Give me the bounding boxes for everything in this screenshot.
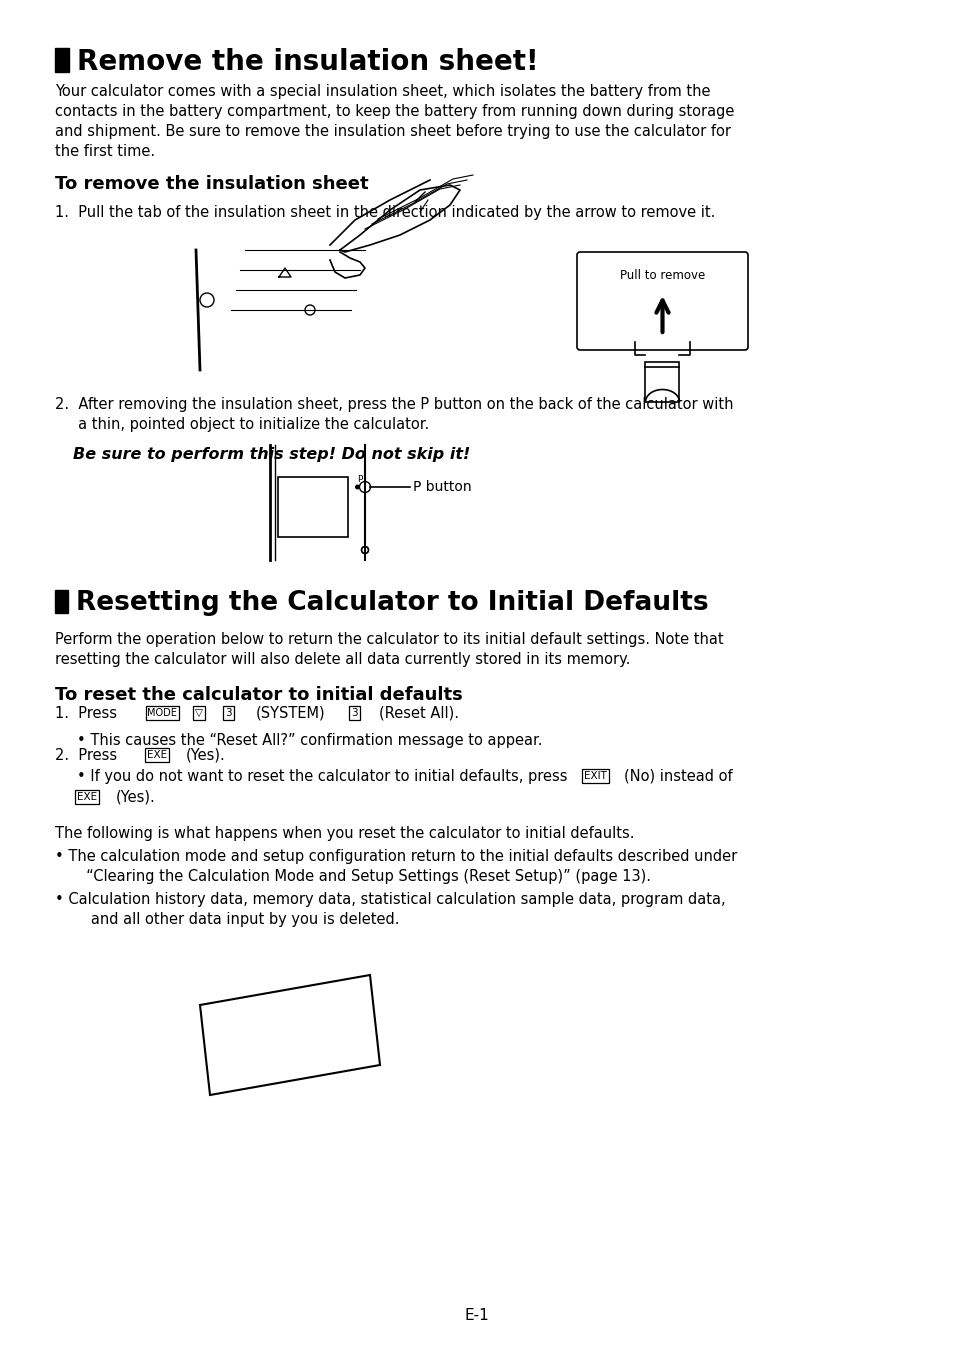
Text: Perform the operation below to return the calculator to its initial default sett: Perform the operation below to return th… <box>55 632 723 647</box>
Text: and shipment. Be sure to remove the insulation sheet before trying to use the ca: and shipment. Be sure to remove the insu… <box>55 124 731 139</box>
Text: • If you do not want to reset the calculator to initial defaults, press: • If you do not want to reset the calcul… <box>77 768 572 784</box>
Bar <box>55 48 69 73</box>
Text: To remove the insulation sheet: To remove the insulation sheet <box>55 175 369 192</box>
Text: (No) instead of: (No) instead of <box>623 768 732 784</box>
Text: 3: 3 <box>351 707 357 718</box>
Text: 1.  Pull the tab of the insulation sheet in the direction indicated by the arrow: 1. Pull the tab of the insulation sheet … <box>55 204 715 221</box>
Bar <box>277 477 348 537</box>
Text: resetting the calculator will also delete all data currently stored in its memor: resetting the calculator will also delet… <box>55 652 630 667</box>
Text: To reset the calculator to initial defaults: To reset the calculator to initial defau… <box>55 686 462 703</box>
Text: 2.  Press: 2. Press <box>55 748 122 763</box>
Text: E-1: E-1 <box>464 1307 489 1322</box>
Text: 2.  After removing the insulation sheet, press the P button on the back of the c: 2. After removing the insulation sheet, … <box>55 397 733 412</box>
Text: P button: P button <box>413 480 471 494</box>
Text: MODE: MODE <box>147 707 177 718</box>
Text: EXIT: EXIT <box>584 771 606 781</box>
Text: Pull to remove: Pull to remove <box>619 269 704 282</box>
FancyBboxPatch shape <box>577 252 747 350</box>
Text: • Calculation history data, memory data, statistical calculation sample data, pr: • Calculation history data, memory data,… <box>55 892 725 907</box>
Text: 3: 3 <box>225 707 232 718</box>
Text: (Yes).: (Yes). <box>115 790 155 804</box>
Bar <box>645 362 679 402</box>
Text: EXE: EXE <box>147 751 168 760</box>
Bar <box>55 590 68 613</box>
Text: a thin, pointed object to initialize the calculator.: a thin, pointed object to initialize the… <box>55 417 429 432</box>
Text: (Reset All).: (Reset All). <box>379 706 458 721</box>
Text: Your calculator comes with a special insulation sheet, which isolates the batter: Your calculator comes with a special ins… <box>55 83 710 100</box>
Text: 1.  Press: 1. Press <box>55 706 122 721</box>
Text: Resetting the Calculator to Initial Defaults: Resetting the Calculator to Initial Defa… <box>76 590 708 616</box>
Text: • The calculation mode and setup configuration return to the initial defaults de: • The calculation mode and setup configu… <box>55 849 737 863</box>
Text: (Yes).: (Yes). <box>185 748 225 763</box>
Text: “Clearing the Calculation Mode and Setup Settings (Reset Setup)” (page 13).: “Clearing the Calculation Mode and Setup… <box>77 869 651 884</box>
Text: contacts in the battery compartment, to keep the battery from running down durin: contacts in the battery compartment, to … <box>55 104 734 118</box>
Text: ▽: ▽ <box>195 707 203 718</box>
Text: Be sure to perform this step! Do not skip it!: Be sure to perform this step! Do not ski… <box>73 447 470 461</box>
Text: the first time.: the first time. <box>55 144 155 159</box>
Text: Remove the insulation sheet!: Remove the insulation sheet! <box>76 48 537 77</box>
Text: The following is what happens when you reset the calculator to initial defaults.: The following is what happens when you r… <box>55 826 634 841</box>
Text: (SYSTEM): (SYSTEM) <box>255 706 325 721</box>
Text: EXE: EXE <box>77 792 97 802</box>
Text: and all other data input by you is deleted.: and all other data input by you is delet… <box>77 912 399 927</box>
Text: • This causes the “Reset All?” confirmation message to appear.: • This causes the “Reset All?” confirmat… <box>77 733 542 748</box>
Circle shape <box>355 484 359 490</box>
Text: P: P <box>356 475 362 484</box>
